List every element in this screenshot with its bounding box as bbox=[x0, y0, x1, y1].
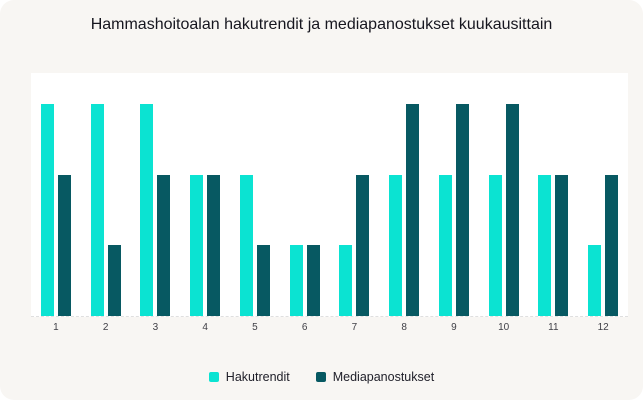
legend-swatch-hakutrendit bbox=[208, 372, 219, 382]
bar-hakutrendit-1[interactable] bbox=[40, 104, 54, 316]
x-tick-label-1: 1 bbox=[53, 322, 59, 333]
bar-hakutrendit-5[interactable] bbox=[239, 175, 253, 316]
bar-hakutrendit-3[interactable] bbox=[140, 104, 154, 316]
bar-hakutrendit-7[interactable] bbox=[339, 245, 353, 316]
bar-mediapanostukset-2[interactable] bbox=[107, 245, 121, 316]
chart-legend: Hakutrendit Mediapanostukset bbox=[0, 370, 643, 384]
bar-group-3 bbox=[131, 73, 181, 316]
bar-group-1 bbox=[31, 73, 81, 316]
plot-area bbox=[31, 73, 628, 317]
bar-group-11 bbox=[529, 73, 579, 316]
bar-mediapanostukset-10[interactable] bbox=[505, 104, 519, 316]
legend-label-hakutrendit: Hakutrendit bbox=[225, 370, 290, 384]
bar-hakutrendit-9[interactable] bbox=[438, 175, 452, 316]
legend-swatch-mediapanostukset bbox=[315, 372, 326, 382]
x-tick-label-11: 11 bbox=[548, 322, 559, 333]
x-tick-label-2: 2 bbox=[102, 322, 109, 333]
bar-group-5 bbox=[230, 73, 280, 316]
legend-item-mediapanostukset[interactable]: Mediapanostukset bbox=[315, 370, 435, 384]
bar-hakutrendit-11[interactable] bbox=[538, 175, 552, 316]
bar-mediapanostukset-4[interactable] bbox=[207, 175, 221, 316]
bar-group-10 bbox=[479, 73, 529, 316]
bar-mediapanostukset-1[interactable] bbox=[57, 175, 71, 316]
legend-label-mediapanostukset: Mediapanostukset bbox=[332, 370, 435, 384]
x-tick-label-3: 3 bbox=[152, 322, 159, 333]
x-tick-label-6: 6 bbox=[301, 322, 308, 333]
bar-mediapanostukset-3[interactable] bbox=[157, 175, 171, 316]
bar-mediapanostukset-12[interactable] bbox=[605, 175, 619, 316]
x-tick-label-12: 12 bbox=[597, 322, 609, 333]
bar-group-4 bbox=[180, 73, 230, 316]
legend-item-hakutrendit[interactable]: Hakutrendit bbox=[208, 370, 290, 384]
bar-mediapanostukset-5[interactable] bbox=[256, 245, 270, 316]
x-tick-label-4: 4 bbox=[202, 322, 208, 333]
bar-group-2 bbox=[81, 73, 131, 316]
x-tick-label-5: 5 bbox=[252, 322, 258, 333]
bar-mediapanostukset-11[interactable] bbox=[555, 175, 569, 316]
chart-title: Hammashoitoalan hakutrendit ja mediapano… bbox=[90, 16, 553, 33]
bar-group-12 bbox=[578, 73, 628, 316]
bar-group-6 bbox=[280, 73, 330, 316]
bar-mediapanostukset-9[interactable] bbox=[455, 104, 469, 316]
bars-container bbox=[31, 73, 628, 316]
bar-hakutrendit-2[interactable] bbox=[90, 104, 104, 316]
bar-group-9 bbox=[429, 73, 479, 316]
bar-group-7 bbox=[330, 73, 380, 316]
x-tick-label-7: 7 bbox=[351, 322, 358, 333]
bar-mediapanostukset-7[interactable] bbox=[356, 175, 370, 316]
x-tick-label-9: 9 bbox=[451, 322, 457, 333]
bar-mediapanostukset-6[interactable] bbox=[306, 245, 320, 316]
bar-hakutrendit-12[interactable] bbox=[588, 245, 602, 316]
x-axis-labels: 1 2 3 4 5 6 7 8 9 10 11 12 bbox=[31, 322, 628, 333]
bar-mediapanostukset-8[interactable] bbox=[406, 104, 420, 316]
bar-hakutrendit-8[interactable] bbox=[389, 175, 403, 316]
bar-group-8 bbox=[379, 73, 429, 316]
bar-hakutrendit-10[interactable] bbox=[488, 175, 502, 316]
bar-hakutrendit-4[interactable] bbox=[190, 175, 204, 316]
x-tick-label-8: 8 bbox=[401, 322, 407, 333]
x-tick-label-10: 10 bbox=[498, 322, 510, 333]
bar-hakutrendit-6[interactable] bbox=[289, 245, 303, 316]
